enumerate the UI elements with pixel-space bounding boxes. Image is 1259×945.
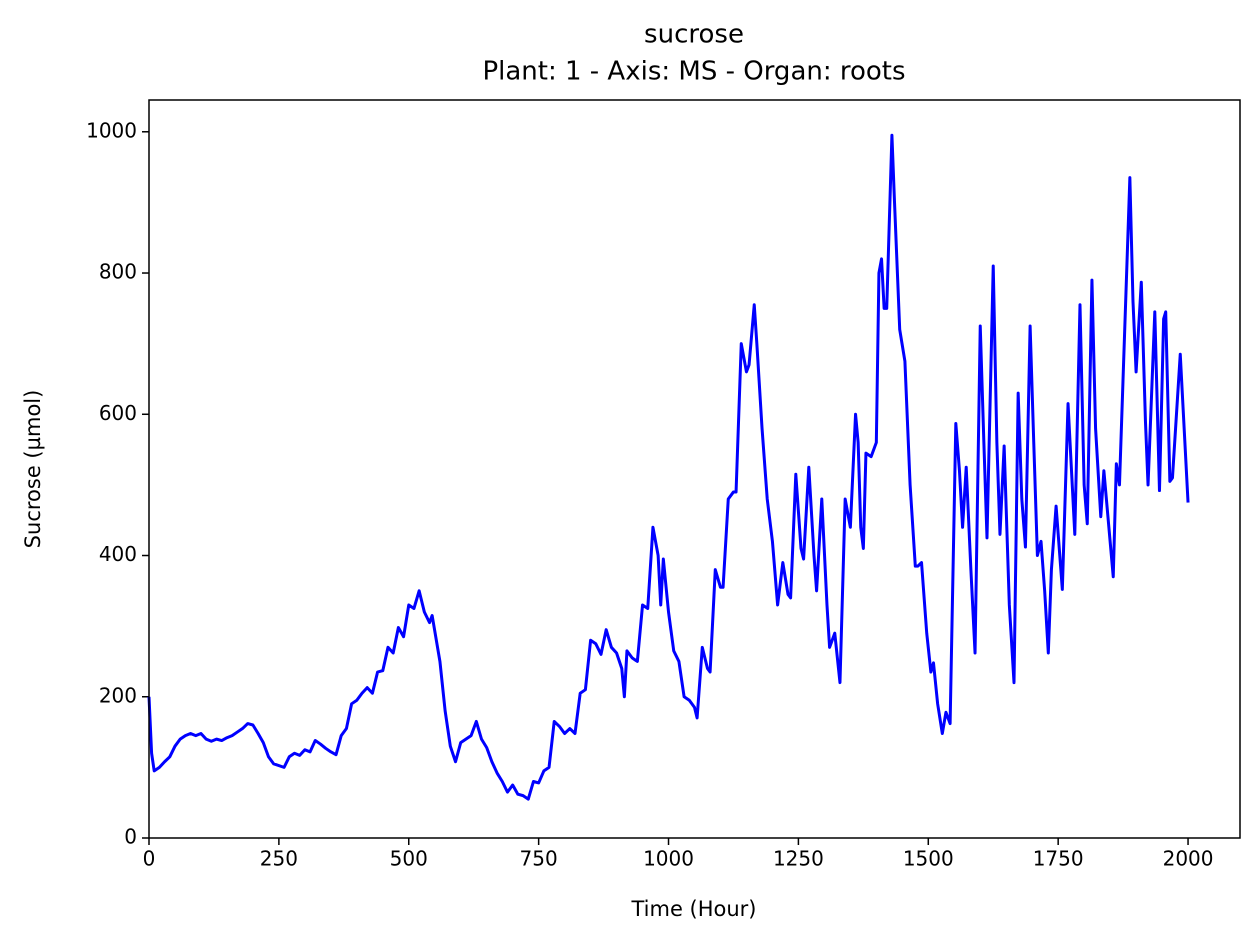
x-tick-label: 250: [260, 847, 298, 871]
x-tick-label: 1250: [773, 847, 824, 871]
y-axis-label: Sucrose (µmol): [21, 390, 45, 549]
chart-title: sucrose: [644, 20, 744, 50]
y-tick-label: 1000: [86, 118, 137, 142]
x-tick-label: 2000: [1163, 847, 1214, 871]
data-line: [147, 133, 1190, 801]
x-tick-label: 0: [143, 847, 156, 871]
x-tick-label: 1750: [1033, 847, 1084, 871]
x-axis-label: Time (Hour): [630, 897, 756, 921]
y-tick-label: 800: [99, 260, 137, 284]
x-tick-label: 1500: [903, 847, 954, 871]
plot-frame: [148, 99, 1241, 839]
x-tick-label: 1000: [643, 847, 694, 871]
y-tick-label: 400: [99, 542, 137, 566]
y-tick-label: 600: [99, 401, 137, 425]
y-tick-label: 200: [99, 683, 137, 707]
y-tick-label: 0: [124, 825, 137, 849]
chart-subtitle: Plant: 1 - Axis: MS - Organ: roots: [482, 57, 905, 87]
x-tick-label: 750: [520, 847, 558, 871]
x-tick-label: 500: [390, 847, 428, 871]
